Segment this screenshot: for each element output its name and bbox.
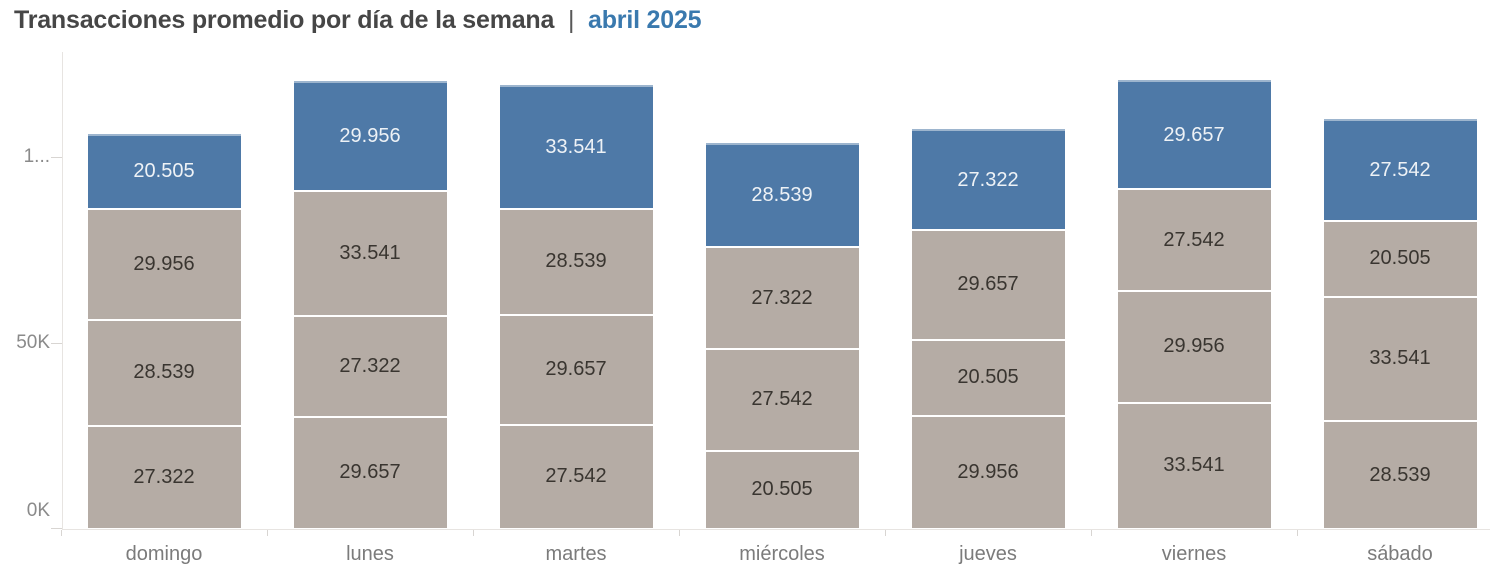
- bar-segment-value: 29.956: [133, 252, 195, 275]
- bar-segment-value: 29.657: [1163, 123, 1225, 146]
- x-axis-label: sábado: [1367, 543, 1433, 565]
- y-axis-tick: [51, 528, 62, 529]
- bar-segment-value: 33.541: [1369, 347, 1431, 370]
- x-axis-line: [62, 529, 1490, 530]
- x-axis-boundary-tick: [473, 530, 474, 536]
- bar-segment-value: 33.541: [339, 241, 401, 264]
- bar-segment-value: 20.505: [751, 478, 813, 501]
- bar-segment[interactable]: 27.322: [705, 248, 859, 350]
- bar-segment[interactable]: 27.322: [87, 426, 241, 528]
- x-axis-label: lunes: [346, 543, 394, 565]
- bar-segment-value: 27.542: [545, 465, 607, 488]
- x-axis-label: martes: [545, 543, 607, 565]
- bar-segment[interactable]: 28.539: [87, 320, 241, 427]
- y-axis-line: [62, 52, 63, 530]
- x-axis-label: domingo: [125, 543, 203, 565]
- title-separator: |: [567, 6, 575, 34]
- chart-title: Transacciones promedio por día de la sem…: [14, 6, 702, 35]
- bar-segment[interactable]: 29.956: [87, 209, 241, 321]
- bar-segment[interactable]: 28.539: [1323, 422, 1477, 528]
- bar-segment[interactable]: 20.505: [87, 133, 241, 210]
- bar-segment[interactable]: 20.505: [911, 340, 1065, 417]
- bar-segment[interactable]: 27.542: [705, 349, 859, 452]
- bar-segment-value: 28.539: [1369, 463, 1431, 486]
- bar-segment[interactable]: 28.539: [499, 209, 653, 316]
- bar-segment[interactable]: 27.542: [1117, 190, 1271, 293]
- bar-segment-value: 28.539: [545, 250, 607, 273]
- bar-segment[interactable]: 29.657: [293, 417, 447, 528]
- bar-segment-value: 27.542: [751, 388, 813, 411]
- bar-segment-value: 27.542: [1369, 159, 1431, 181]
- y-axis-tick-label: 0K: [26, 500, 50, 521]
- x-axis-boundary-tick: [61, 530, 62, 536]
- x-axis-boundary-tick: [679, 530, 680, 536]
- bar-segment-value: 29.657: [957, 273, 1019, 296]
- bar-segment-value: 29.657: [545, 358, 607, 381]
- bar-segment-value: 29.956: [339, 125, 401, 148]
- x-axis-boundary-tick: [1091, 530, 1092, 536]
- bar-segment-value: 20.505: [133, 160, 195, 183]
- y-axis-tick: [51, 342, 62, 344]
- bar-segment-value: 27.322: [957, 168, 1019, 191]
- y-axis-tick-label: 50K: [16, 331, 50, 353]
- bar-segment[interactable]: 29.956: [1117, 292, 1271, 404]
- bar-segment-value: 33.541: [1163, 454, 1225, 477]
- bar-segment[interactable]: 29.956: [911, 416, 1065, 528]
- bar-segment[interactable]: 20.505: [1323, 221, 1477, 298]
- y-axis-tick: [51, 157, 62, 158]
- bar-segment[interactable]: 29.657: [1117, 80, 1271, 191]
- bar-segment[interactable]: 33.541: [293, 192, 447, 317]
- bar-segment[interactable]: 29.657: [911, 230, 1065, 341]
- bar-segment[interactable]: 20.505: [705, 451, 859, 528]
- chart-title-period: abril 2025: [588, 6, 702, 34]
- bar-segment[interactable]: 29.956: [293, 81, 447, 193]
- bar-segment[interactable]: 33.541: [1323, 297, 1477, 423]
- bar-segment[interactable]: 27.322: [911, 129, 1065, 231]
- bar-segment[interactable]: 27.542: [499, 425, 653, 528]
- bar-segment[interactable]: 33.541: [1117, 403, 1271, 528]
- bar-segment-value: 33.541: [545, 136, 607, 159]
- x-axis-label: viernes: [1161, 543, 1227, 565]
- x-axis-boundary-tick: [1297, 530, 1298, 536]
- bar-segment-value: 20.505: [1369, 247, 1431, 270]
- bar-segment-value: 29.956: [957, 460, 1019, 483]
- bar-segment-value: 28.539: [751, 183, 813, 206]
- bar-segment-value: 27.322: [751, 286, 813, 309]
- x-axis-label: jueves: [959, 543, 1017, 565]
- bar-segment-value: 28.539: [133, 361, 195, 384]
- bar-segment[interactable]: 33.541: [499, 85, 653, 210]
- bar-segment-value: 27.542: [1163, 228, 1225, 251]
- bar-segment-value: 20.505: [957, 366, 1019, 389]
- x-axis-label: miércoles: [739, 543, 825, 565]
- bar-segment[interactable]: 28.539: [705, 142, 859, 249]
- x-axis-boundary-tick: [267, 530, 268, 536]
- bar-segment-value: 27.322: [339, 354, 401, 377]
- bar-segment-value: 27.322: [133, 465, 195, 488]
- bar-segment[interactable]: 27.542: [1323, 119, 1477, 222]
- bar-segment[interactable]: 29.657: [499, 315, 653, 426]
- bar-segment-value: 29.956: [1163, 335, 1225, 358]
- x-axis-boundary-tick: [885, 530, 886, 536]
- y-axis-tick-label: 1...: [23, 146, 50, 167]
- bar-segment[interactable]: 27.322: [293, 316, 447, 418]
- bar-segment-value: 29.657: [339, 461, 401, 484]
- chart-title-text: Transacciones promedio por día de la sem…: [14, 6, 555, 34]
